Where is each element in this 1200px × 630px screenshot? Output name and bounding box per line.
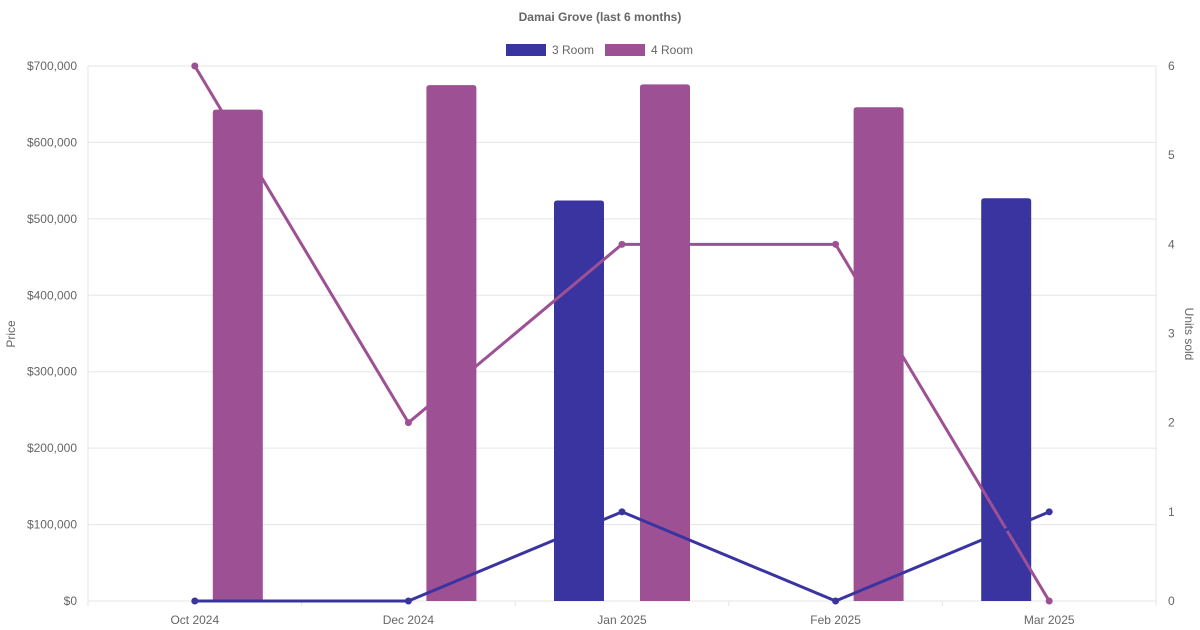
x-tick-label: Dec 2024: [383, 613, 435, 627]
point-3-room-oct-2024[interactable]: [191, 597, 199, 605]
legend-swatch-3-room[interactable]: [506, 44, 546, 56]
legend[interactable]: 3 Room 4 Room: [506, 43, 693, 57]
legend-swatch-4-room[interactable]: [605, 44, 645, 56]
bar-4-room-feb-2025[interactable]: [853, 107, 904, 602]
y-left-tick-label: $500,000: [27, 212, 77, 226]
x-tick-label: Mar 2025: [1024, 613, 1075, 627]
y-right-tick-label: 6: [1168, 59, 1175, 73]
bar-4-room-jan-2025[interactable]: [640, 84, 690, 602]
point-3-room-mar-2025[interactable]: [1045, 508, 1053, 516]
y-axis-left-label: Price: [4, 320, 18, 348]
y-axis-right-label: Units sold: [1182, 308, 1196, 361]
chart-title: Damai Grove (last 6 months): [519, 10, 682, 24]
bar-4-room-oct-2024[interactable]: [212, 109, 263, 602]
y-right-tick-label: 3: [1168, 327, 1175, 341]
y-right-tick-label: 4: [1168, 237, 1175, 251]
point-4-room-dec-2024[interactable]: [404, 419, 412, 427]
line-3-room-units-sold: [194, 510, 1050, 603]
y-right-tick-label: 0: [1168, 594, 1175, 608]
x-tick-label: Oct 2024: [170, 613, 219, 627]
point-3-room-feb-2025[interactable]: [832, 597, 840, 605]
bar-3-room-mar-2025[interactable]: [981, 198, 1032, 601]
point-4-room-feb-2025[interactable]: [832, 240, 840, 248]
y-left-tick-label: $400,000: [27, 288, 77, 302]
y-left-tick-label: $700,000: [27, 59, 77, 73]
line-series: [191, 62, 1053, 605]
legend-label-4-room[interactable]: 4 Room: [651, 43, 693, 57]
point-4-room-oct-2024[interactable]: [191, 62, 199, 70]
line-4-room-units-sold: [193, 65, 1051, 602]
x-axis-ticks: Oct 2024 Dec 2024 Jan 2025 Feb 2025 Mar 2025: [170, 613, 1074, 627]
point-3-room-dec-2024[interactable]: [404, 597, 412, 605]
grid-lines: [87, 65, 1157, 606]
y-right-tick-label: 1: [1168, 505, 1175, 519]
y-right-tick-label: 2: [1168, 416, 1175, 430]
bar-4-room-dec-2024[interactable]: [426, 85, 477, 602]
legend-label-3-room[interactable]: 3 Room: [552, 43, 594, 57]
y-axis-right-ticks: 0 1 2 3 4 5 6: [1168, 59, 1175, 608]
bar-series: [212, 84, 1032, 602]
bar-3-room-jan-2025[interactable]: [554, 200, 604, 601]
y-left-tick-label: $600,000: [27, 135, 77, 149]
y-left-tick-label: $200,000: [27, 441, 77, 455]
point-4-room-mar-2025[interactable]: [1045, 597, 1053, 605]
point-3-room-jan-2025[interactable]: [618, 508, 626, 516]
y-right-tick-label: 5: [1168, 148, 1175, 162]
y-left-tick-label: $300,000: [27, 365, 77, 379]
x-tick-label: Feb 2025: [810, 613, 861, 627]
point-4-room-jan-2025[interactable]: [618, 240, 626, 248]
y-axis-left-ticks: $0 $100,000 $200,000 $300,000 $400,000 $500,0…: [27, 59, 77, 608]
y-left-tick-label: $100,000: [27, 518, 77, 532]
y-left-tick-label: $0: [64, 594, 78, 608]
x-tick-label: Jan 2025: [597, 613, 647, 627]
